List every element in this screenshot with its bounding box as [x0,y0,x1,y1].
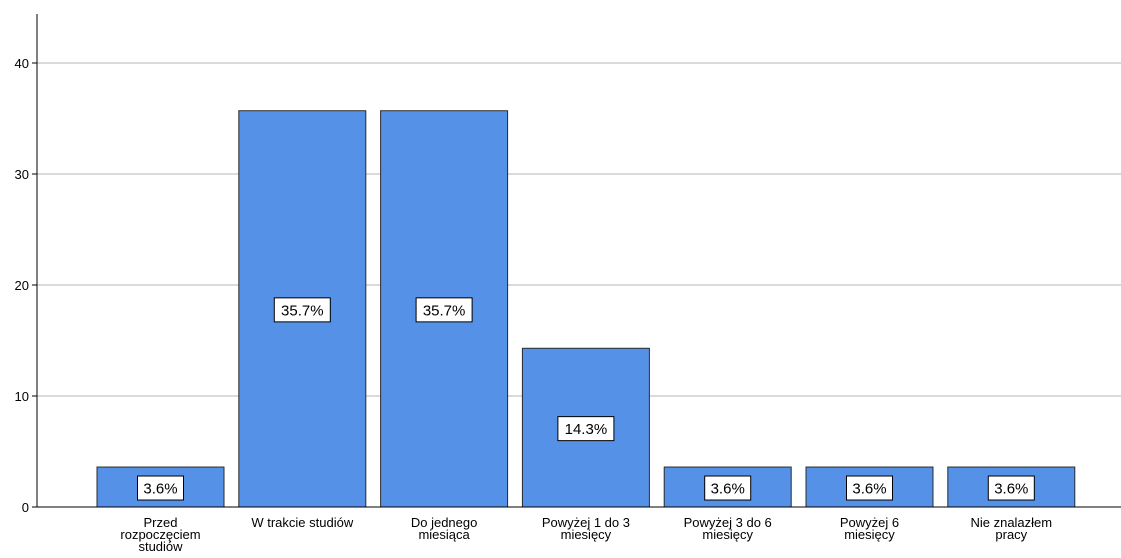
y-tick-label: 10 [15,389,29,404]
data-label: 3.6% [711,481,745,498]
category-label-line: W trakcie studiów [251,515,353,530]
data-label: 35.7% [281,302,324,319]
category-label-line: rozpoczęciem [120,527,200,542]
y-tick-label: 0 [22,500,29,515]
axes: 0 10 20 30 40 Przed rozpoczęciem studiów W trakc… [15,14,1121,554]
category-label: Powyżej 3 do 6 miesięcy [684,515,772,542]
data-label-box [987,475,1035,501]
category-label-line: miesięcy [561,527,612,542]
data-label: 3.6% [994,481,1028,498]
category-label-line: Powyżej 6 [840,515,899,530]
category-label-line: miesięcy [702,527,753,542]
data-label-box [415,297,473,323]
data-label: 3.6% [143,481,177,498]
data-label-box [557,416,615,442]
data-label-box [273,297,331,323]
category-label: Przed rozpoczęciem studiów [120,515,200,554]
y-tick-label: 40 [15,56,29,71]
bars [96,110,1076,508]
category-label-line: Nie znalazłem [970,515,1052,530]
category-label-line: studiów [138,539,183,554]
category-label: Do jednego miesiąca [411,515,478,542]
y-tick-label: 30 [15,167,29,182]
category-label-line: Powyżej 3 do 6 [684,515,772,530]
category-label-line: Przed [144,515,178,530]
data-label: 14.3% [565,421,608,438]
category-label-line: miesięcy [844,527,895,542]
data-label-box [846,475,893,501]
category-label-line: Powyżej 1 do 3 [542,515,630,530]
data-labels: 3.6% 35.7% 35.7% 14.3% 3.6% 3.6% 3.6% [137,297,1035,501]
y-tick-label: 20 [15,278,29,293]
category-label: W trakcie studiów [251,515,353,530]
category-label: Powyżej 1 do 3 miesięcy [542,515,630,542]
category-label: Powyżej 6 miesięcy [840,515,899,542]
data-label: 3.6% [852,481,886,498]
category-label: Nie znalazłem pracy [970,515,1052,542]
data-label-box [137,475,184,501]
gridlines [37,62,1121,397]
category-label-line: pracy [995,527,1027,542]
data-label-box [704,475,752,501]
category-label-line: miesiąca [418,527,470,542]
data-label: 35.7% [423,302,466,319]
category-label-line: Do jednego [411,515,478,530]
